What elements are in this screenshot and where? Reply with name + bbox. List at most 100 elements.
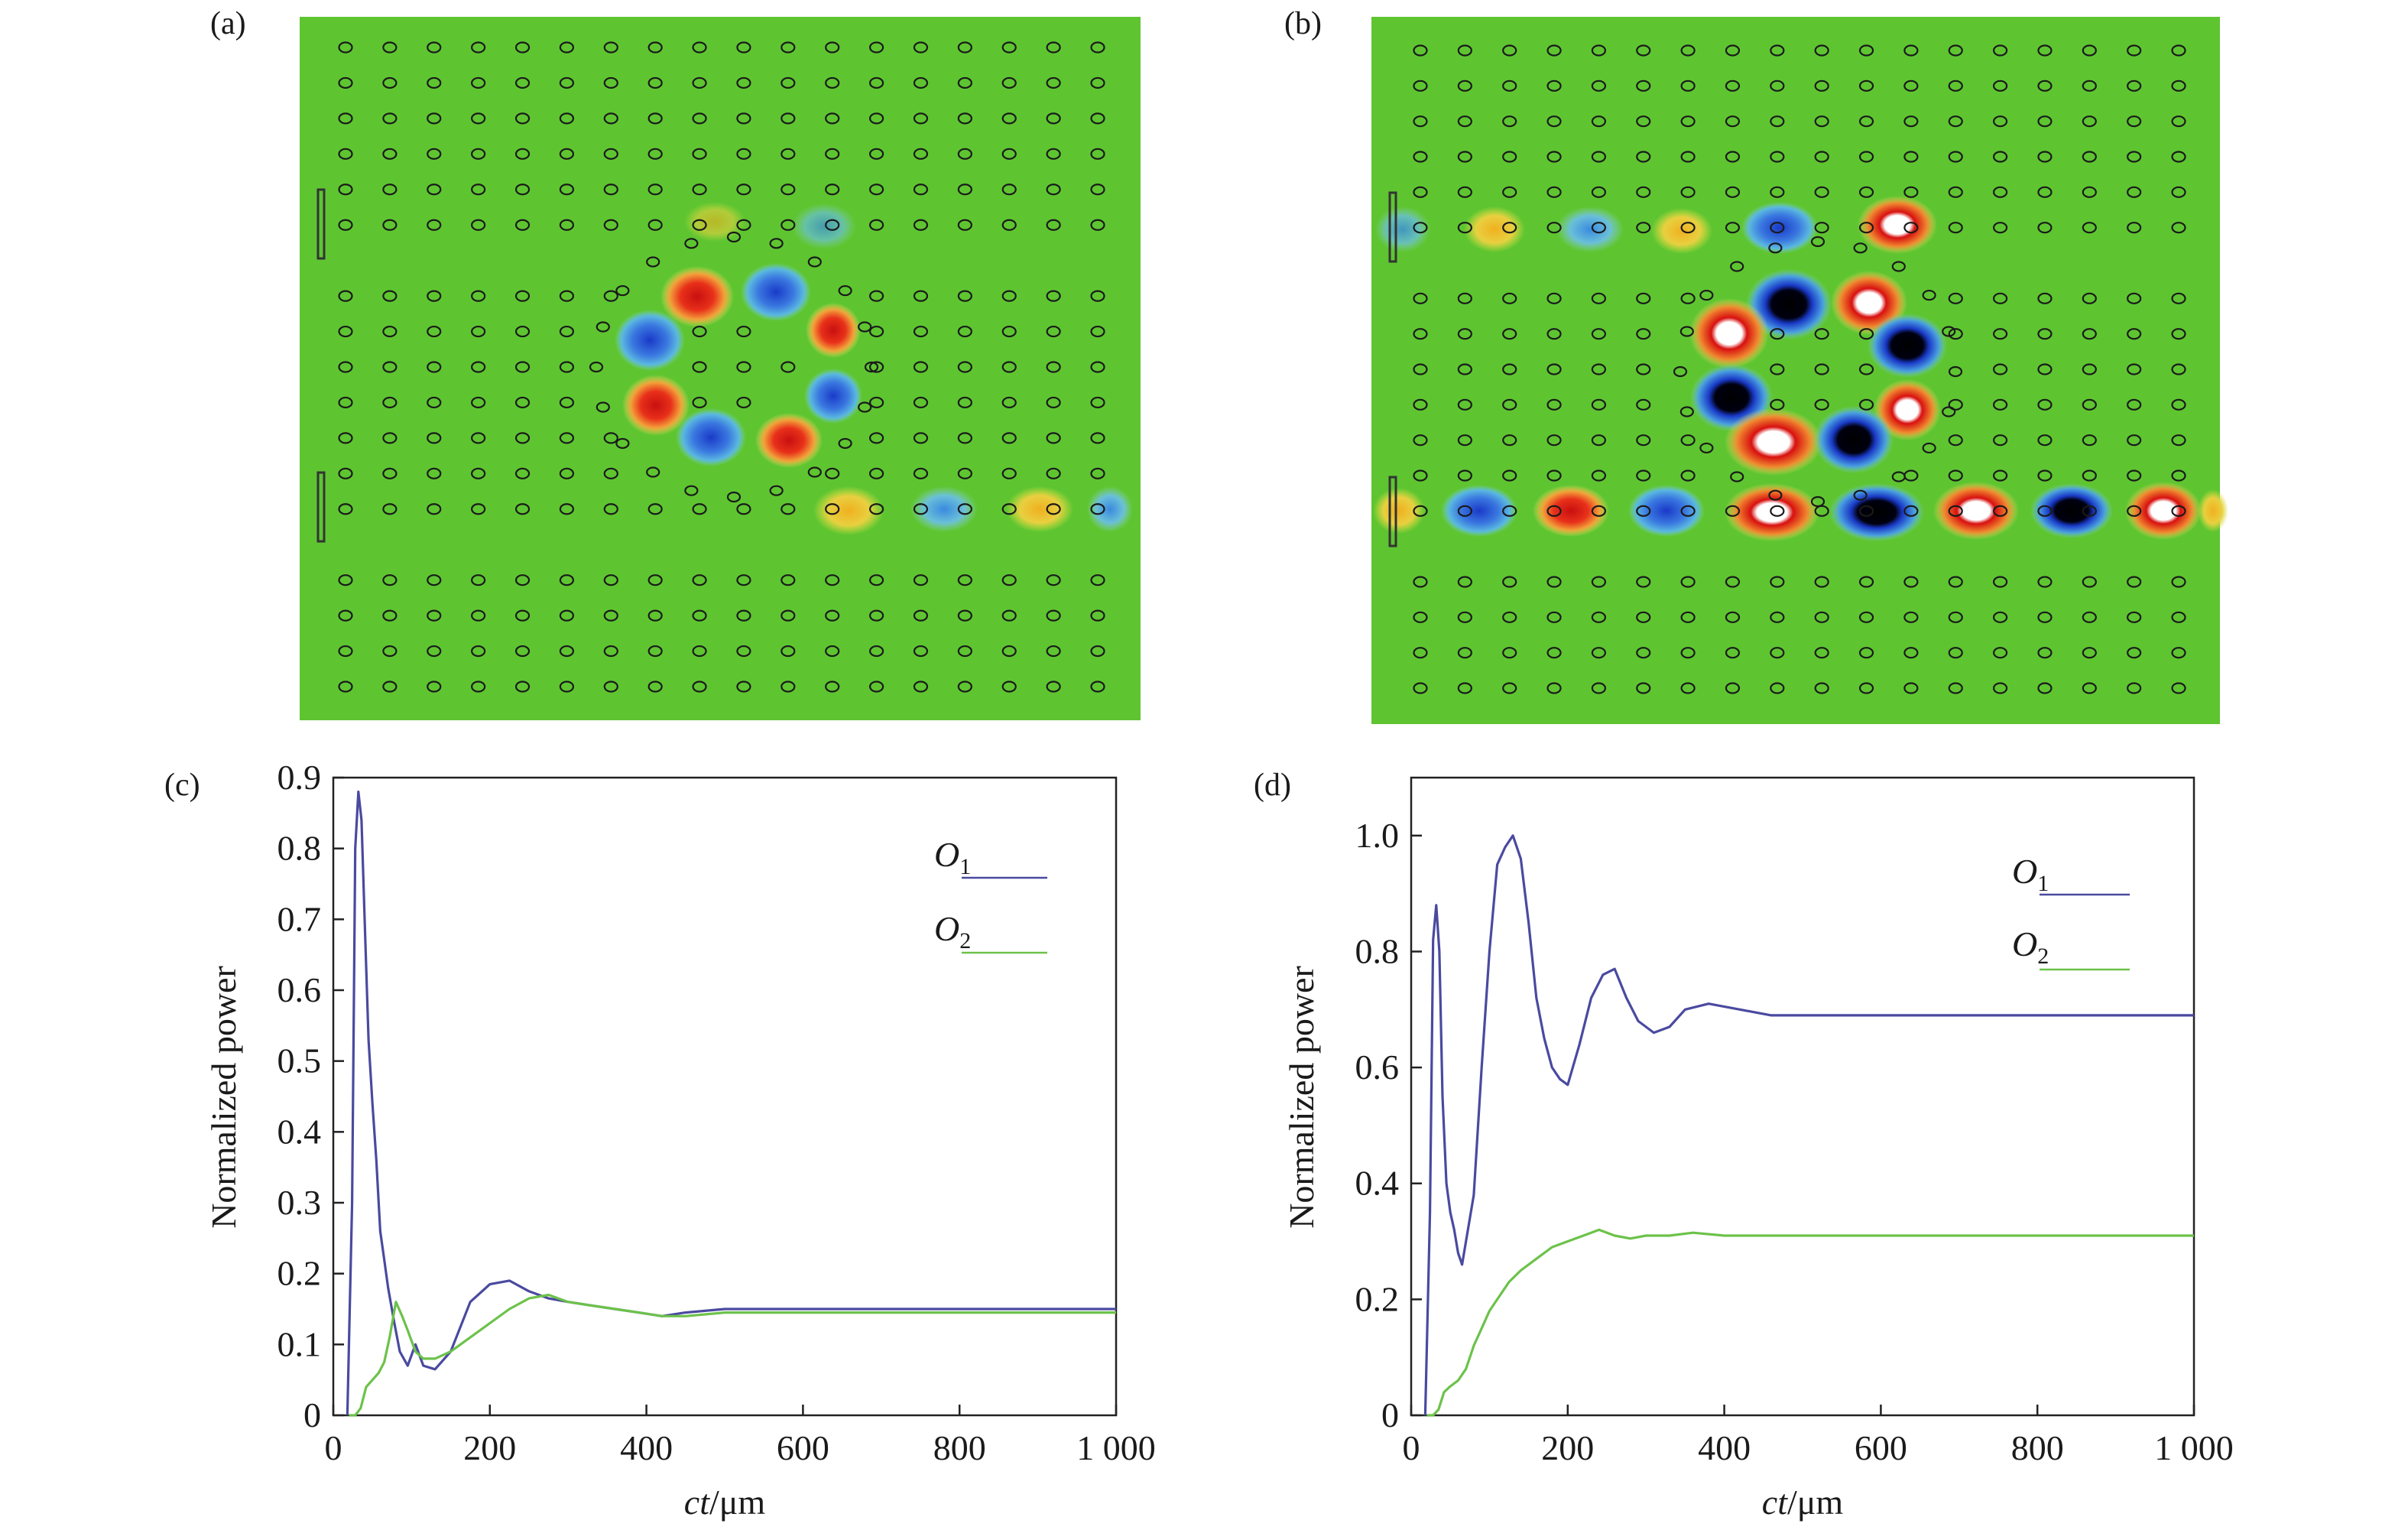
dielectric-rod [957, 432, 972, 444]
dielectric-rod [603, 574, 618, 586]
ring-rod [1891, 471, 1906, 482]
field-map-a [300, 17, 1141, 720]
dielectric-rod [957, 148, 972, 160]
legend-item-o1: O1 [934, 835, 971, 879]
dielectric-rod [471, 467, 486, 479]
dielectric-rod [2082, 186, 2097, 198]
x-tick-label: 800 [933, 1428, 986, 1467]
dielectric-rod [603, 76, 618, 89]
dielectric-rod [1680, 292, 1696, 304]
dielectric-rod [1046, 290, 1061, 302]
dielectric-rod [2037, 611, 2053, 623]
dielectric-rod [427, 467, 442, 479]
field-blob [2030, 483, 2113, 538]
dielectric-rod [382, 41, 398, 54]
dielectric-rod [338, 148, 353, 160]
dielectric-rod [1814, 151, 1829, 163]
dielectric-rod [2127, 80, 2142, 92]
dielectric-rod [2171, 115, 2186, 128]
ring-rod [1853, 242, 1868, 254]
dielectric-rod [1046, 467, 1061, 479]
dielectric-rod [1090, 681, 1105, 693]
dielectric-rod [1591, 80, 1607, 92]
dielectric-rod [1591, 434, 1607, 447]
dielectric-rod [913, 574, 929, 586]
y-tick-label: 0.4 [277, 1112, 322, 1151]
field-map-a-blobs [615, 202, 1133, 535]
legend-item-o1: O1 [2012, 852, 2049, 896]
dielectric-rod [1502, 222, 1517, 234]
dielectric-rod [338, 76, 353, 89]
field-blob [1464, 206, 1525, 252]
ring-rod [1922, 289, 1936, 301]
x-tick-label: 1 000 [1076, 1428, 1156, 1467]
dielectric-rod [1046, 76, 1061, 89]
dielectric-rod [1001, 112, 1017, 125]
dielectric-rod [1636, 469, 1651, 482]
dielectric-rod [1725, 222, 1741, 234]
dielectric-rod [1814, 186, 1829, 198]
dielectric-rod [780, 76, 796, 89]
dielectric-rod [2127, 222, 2142, 234]
dielectric-rod [2037, 151, 2053, 163]
dielectric-rod [427, 112, 442, 125]
dielectric-rod [1992, 469, 2008, 482]
dielectric-rod [957, 467, 972, 479]
dielectric-rod [957, 361, 972, 373]
dielectric-rod [1591, 115, 1607, 128]
dielectric-rod [1502, 292, 1517, 304]
dielectric-rod [736, 396, 751, 409]
dielectric-rod [1502, 328, 1517, 340]
dielectric-rod [957, 76, 972, 89]
dielectric-rod [1546, 80, 1562, 92]
dielectric-rod [825, 574, 840, 586]
ring-rod [646, 256, 660, 268]
dielectric-rod [1903, 115, 1919, 128]
ring-rod [646, 466, 660, 478]
field-blob [1741, 202, 1818, 254]
field-blob [792, 203, 856, 249]
dielectric-rod [1090, 574, 1105, 586]
dielectric-rod [338, 681, 353, 693]
dielectric-rod [957, 609, 972, 622]
dielectric-rod [1680, 186, 1696, 198]
dielectric-rod [2171, 151, 2186, 163]
chart-c-y-axis: 0 0.1 0.2 0.3 0.4 0.5 0.6 0.7 0.8 0.9 [277, 758, 344, 1434]
dielectric-rod [471, 76, 486, 89]
dielectric-rod [1725, 44, 1741, 57]
dielectric-rod [957, 290, 972, 302]
ring-rod [864, 361, 879, 373]
ring-rod [684, 485, 699, 496]
ring-rod [1768, 242, 1783, 254]
chart-c-x-axis-label: ct/μm [684, 1483, 766, 1522]
dielectric-rod [736, 361, 751, 373]
dielectric-rod [647, 219, 663, 231]
dielectric-rod [559, 76, 575, 89]
y-tick-label: 0.6 [1355, 1048, 1400, 1087]
dielectric-rod [1001, 361, 1017, 373]
dielectric-rod [2127, 576, 2142, 588]
dielectric-rod [2171, 434, 2186, 447]
ring-rod [596, 321, 610, 333]
dielectric-rod [1546, 151, 1562, 163]
dielectric-rod [1948, 682, 1963, 694]
dielectric-rod [2171, 292, 2186, 304]
dielectric-rod [514, 432, 531, 444]
x-tick-label: 200 [1541, 1428, 1594, 1467]
dielectric-rod [1046, 645, 1061, 658]
ring-rod [1699, 289, 1714, 301]
waveguide-port-marker [1388, 191, 1397, 263]
dielectric-rod [736, 503, 751, 515]
dielectric-rod [736, 325, 751, 338]
dielectric-rod [1948, 398, 1963, 411]
dielectric-rod [1502, 44, 1517, 57]
dielectric-rod [1725, 647, 1741, 659]
dielectric-rod [1992, 682, 2008, 694]
ring-rod [1853, 489, 1868, 501]
dielectric-rod [1770, 363, 1785, 375]
dielectric-rod [2171, 576, 2186, 588]
dielectric-rod [1546, 434, 1562, 447]
x-tick-label: 0 [325, 1428, 342, 1467]
dielectric-rod [1903, 44, 1919, 57]
chart-d-series [1423, 834, 2194, 1417]
